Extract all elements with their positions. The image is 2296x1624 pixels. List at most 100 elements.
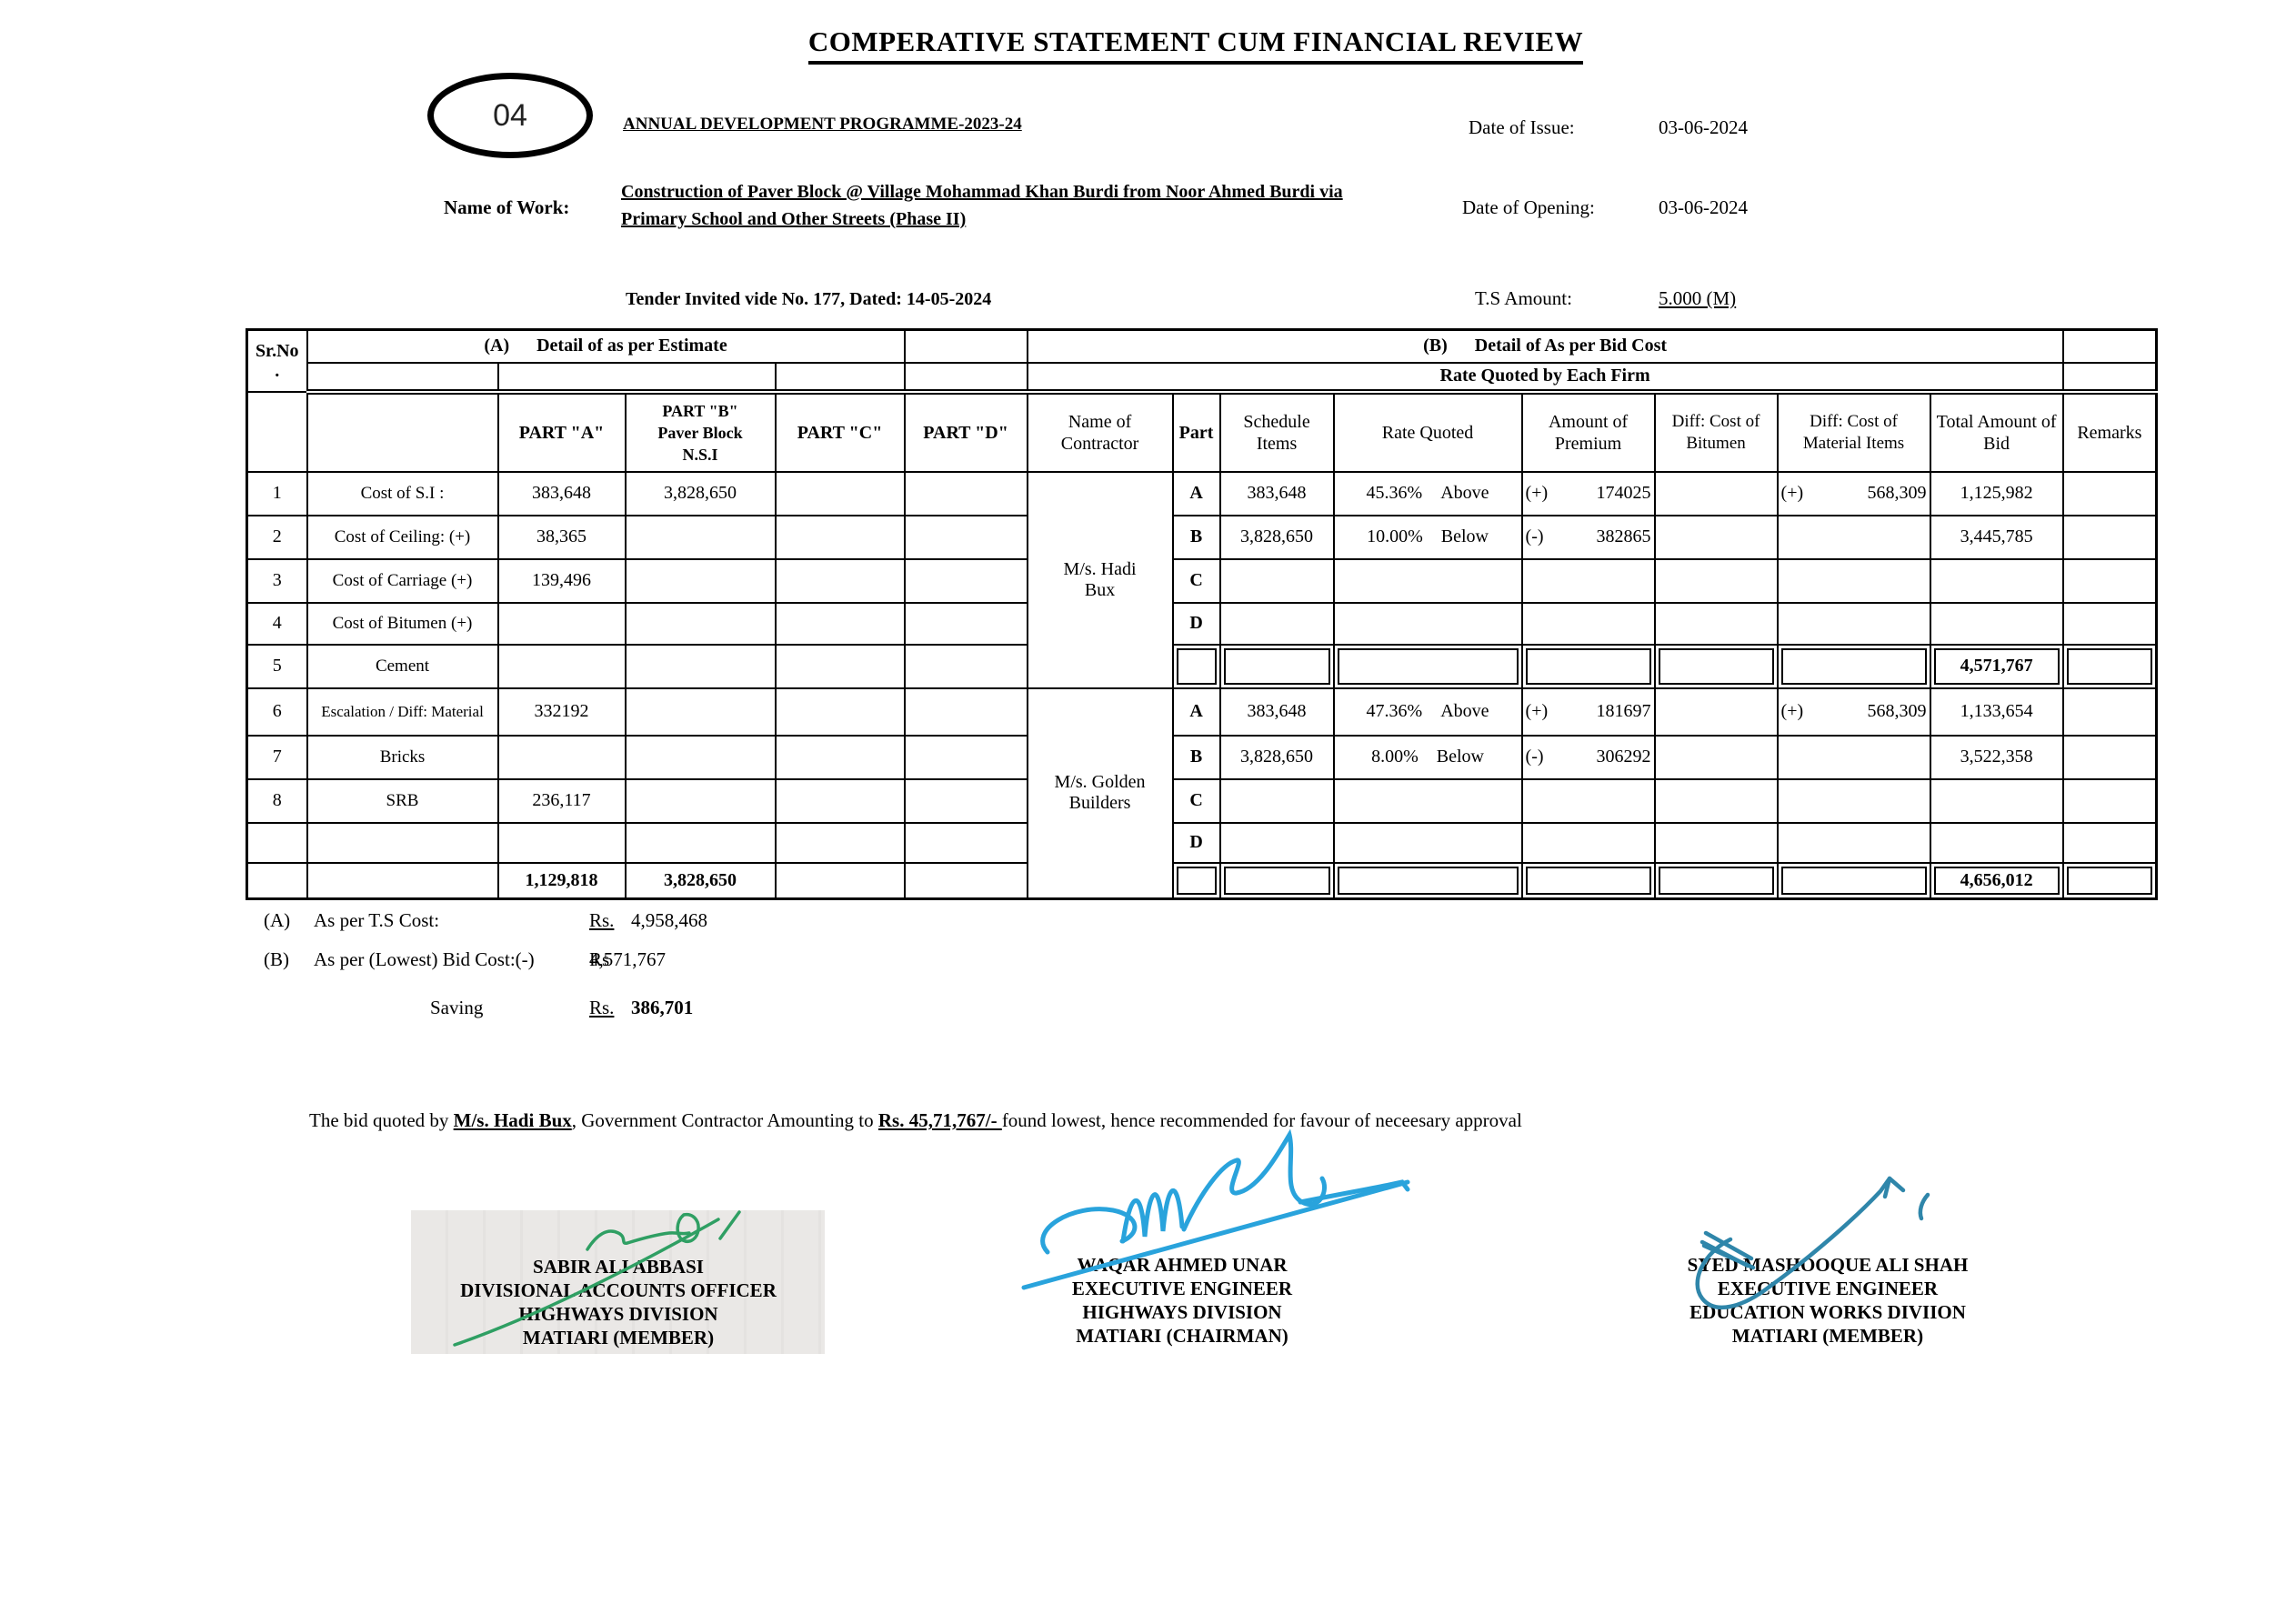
table-row: 3 Cost of Carriage (+) 139,496 C bbox=[246, 557, 2158, 604]
part-d-value bbox=[903, 821, 1028, 864]
empty-cell bbox=[1776, 861, 1931, 900]
section-b-header: (B) Detail of As per Bid Cost bbox=[1026, 328, 2064, 364]
signatory-division: HIGHWAYS DIVISION bbox=[518, 1303, 718, 1325]
part-a-value: 332192 bbox=[496, 687, 627, 737]
empty-cell bbox=[306, 361, 499, 395]
empty-cell bbox=[1171, 861, 1221, 900]
bid-premium bbox=[1520, 557, 1656, 604]
empty-cell bbox=[1171, 643, 1221, 689]
part-b-value bbox=[624, 687, 777, 737]
estimate-desc: SRB bbox=[306, 777, 499, 824]
section-a-header: (A) Detail of as per Estimate bbox=[306, 328, 906, 364]
bid-total: 3,522,358 bbox=[1929, 734, 2064, 780]
part-b-value bbox=[624, 514, 777, 560]
bid-premium: (+) 174025 bbox=[1520, 470, 1656, 516]
col-header-schedule: Schedule Items bbox=[1218, 390, 1335, 473]
sr-cell: 7 bbox=[246, 734, 308, 780]
bid-remarks bbox=[2061, 821, 2158, 864]
col-header-part-a: PART "A" bbox=[496, 390, 627, 473]
bid-material-diff bbox=[1776, 514, 1931, 560]
estimate-desc: Bricks bbox=[306, 734, 499, 780]
part-c-value bbox=[774, 821, 906, 864]
estimate-total-part-b: 3,828,650 bbox=[624, 861, 777, 900]
bid-bitumen-diff bbox=[1653, 821, 1779, 864]
bid-remarks bbox=[2061, 470, 2158, 516]
sr-cell: 1 bbox=[246, 470, 308, 516]
bid-premium bbox=[1520, 601, 1656, 646]
signatory-title: EXECUTIVE ENGINEER bbox=[1717, 1278, 1939, 1299]
bid-schedule bbox=[1218, 557, 1335, 604]
date-of-opening-label: Date of Opening: bbox=[1462, 196, 1595, 218]
empty-cell bbox=[1332, 643, 1523, 689]
bid-schedule: 3,828,650 bbox=[1218, 514, 1335, 560]
recommended-amount: Rs. 45,71,767/- bbox=[877, 1109, 1002, 1131]
bid-material-diff bbox=[1776, 557, 1931, 604]
empty-cell bbox=[2061, 643, 2158, 689]
table-row: 4 Cost of Bitumen (+) D bbox=[246, 601, 2158, 646]
col-header-part-d: PART "D" bbox=[903, 390, 1028, 473]
col-header-total: Total Amount of Bid bbox=[1929, 390, 2064, 473]
bid-bitumen-diff bbox=[1653, 514, 1779, 560]
bid-part: C bbox=[1171, 557, 1221, 604]
col-header-part-c: PART "C" bbox=[774, 390, 906, 473]
comparative-statement-table: Sr.No . (A) Detail of as per Estimate (B… bbox=[246, 328, 2159, 900]
bid-rate-quoted: 8.00% Below bbox=[1332, 734, 1523, 780]
tender-invited-line: Tender Invited vide No. 177, Dated: 14-0… bbox=[626, 289, 992, 309]
signatory-chairman: WAQAR AHMED UNAR EXECUTIVE ENGINEER HIGH… bbox=[946, 1253, 1419, 1348]
col-header-rate: Rate Quoted bbox=[1332, 390, 1523, 473]
bid-rate-quoted bbox=[1332, 557, 1523, 604]
part-d-value bbox=[903, 777, 1028, 824]
empty-cell bbox=[2061, 361, 2158, 395]
bid-part: B bbox=[1171, 514, 1221, 560]
sr-cell: 6 bbox=[246, 687, 308, 737]
signatory-division: EDUCATION WORKS DIVIION bbox=[1689, 1301, 1966, 1323]
signatory-role: MATIARI (MEMBER) bbox=[522, 1327, 715, 1348]
bid-total: 1,125,982 bbox=[1929, 470, 2064, 516]
bid-total: 1,133,654 bbox=[1929, 687, 2064, 737]
col-header-part-b: PART "B" Paver Block N.S.I bbox=[624, 390, 777, 473]
bid-total bbox=[1929, 601, 2064, 646]
part-d-value bbox=[903, 514, 1028, 560]
bid-total bbox=[1929, 777, 2064, 824]
name-of-work-value: Construction of Paver Block @ Village Mo… bbox=[621, 182, 1343, 229]
part-d-value bbox=[903, 643, 1028, 689]
bid-remarks bbox=[2061, 514, 2158, 560]
estimate-total-part-a: 1,129,818 bbox=[496, 861, 627, 900]
bid-bitumen-diff bbox=[1653, 777, 1779, 824]
col-header-remarks: Remarks bbox=[2061, 390, 2158, 473]
signatory-name: SYED MASHOOQUE ALI SHAH bbox=[1687, 1254, 1969, 1276]
bid-material-diff bbox=[1776, 821, 1931, 864]
sr-no-header: Sr.No . bbox=[246, 328, 308, 393]
bid-schedule bbox=[1218, 601, 1335, 646]
signatory-member-2: SYED MASHOOQUE ALI SHAH EXECUTIVE ENGINE… bbox=[1591, 1253, 2064, 1348]
part-a-value bbox=[496, 643, 627, 689]
col-header-bitumen: Diff: Cost of Bitumen bbox=[1653, 390, 1779, 473]
part-a-value: 38,365 bbox=[496, 514, 627, 560]
sr-cell bbox=[246, 821, 308, 864]
part-b-value bbox=[624, 601, 777, 646]
estimate-desc bbox=[306, 821, 499, 864]
bid-rate-quoted: 47.36% Above bbox=[1332, 687, 1523, 737]
signatory-division: HIGHWAYS DIVISION bbox=[1082, 1301, 1282, 1323]
bid-material-diff: (+) 568,309 bbox=[1776, 470, 1931, 516]
signatory-role: MATIARI (MEMBER) bbox=[1731, 1325, 1924, 1347]
bid-material-diff: (+) 568,309 bbox=[1776, 687, 1931, 737]
bid-premium bbox=[1520, 821, 1656, 864]
part-b-value bbox=[624, 557, 777, 604]
bid-premium bbox=[1520, 777, 1656, 824]
empty-cell bbox=[1332, 861, 1523, 900]
bid-schedule: 383,648 bbox=[1218, 687, 1335, 737]
bid-remarks bbox=[2061, 687, 2158, 737]
estimate-desc: Cost of Bitumen (+) bbox=[306, 601, 499, 646]
estimate-desc bbox=[306, 861, 499, 900]
empty-cell bbox=[1520, 643, 1656, 689]
sr-cell: 4 bbox=[246, 601, 308, 646]
bid-rate-quoted bbox=[1332, 821, 1523, 864]
estimate-desc: Cement bbox=[306, 643, 499, 689]
part-b-value bbox=[624, 777, 777, 824]
stamp-number: 04 bbox=[493, 97, 527, 133]
part-d-value bbox=[903, 687, 1028, 737]
part-d-value bbox=[903, 557, 1028, 604]
bid-schedule bbox=[1218, 821, 1335, 864]
signatory-title: DIVISIONAL ACCOUNTS OFFICER bbox=[460, 1279, 777, 1301]
